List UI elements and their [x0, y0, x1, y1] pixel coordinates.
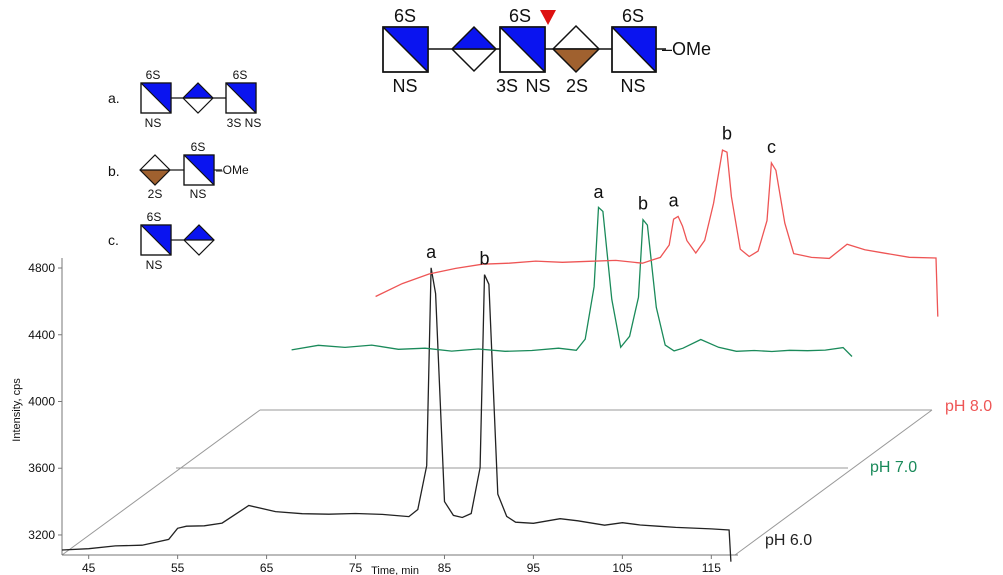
x-tick-label: 45 [82, 561, 96, 575]
iduronic-diamond-2 [551, 24, 601, 74]
y-tick-label: 4800 [28, 261, 55, 275]
main-bottom-label-1: NS [392, 76, 417, 96]
main-top-label-3: 6S [622, 6, 644, 26]
y-tick-label: 4000 [28, 394, 55, 408]
peak-label: b [638, 194, 648, 214]
peak-label: b [479, 249, 489, 269]
depth-edge-left [61, 409, 261, 556]
y-axis-ticks: 3200 3600 4000 4400 4800 [28, 261, 62, 542]
fragment-a-top-2: 6S [233, 68, 248, 82]
x-axis-title: Time, min [371, 565, 419, 575]
main-ome-label: –OMe [662, 39, 711, 59]
fragment-c-top-1: 6S [147, 210, 162, 224]
peak-label: a [426, 242, 437, 262]
axes [61, 258, 738, 556]
glycan-fragment-b: b. 6S 2S NS –OMe [108, 140, 249, 201]
cleavage-site-icon [540, 10, 556, 25]
fragment-b-bottom-2: NS [190, 187, 207, 201]
main-bottom-label-4: 2S [566, 76, 588, 96]
x-tick-label: 105 [612, 561, 632, 575]
y-axis-title: Intensity, cps [11, 378, 23, 442]
fragment-c-bottom-1: NS [146, 258, 163, 272]
main-top-label-2: 6S [509, 6, 531, 26]
main-bottom-label-2: 3S [496, 76, 518, 96]
peak-label: a [593, 182, 604, 202]
x-tick-label: 75 [349, 561, 363, 575]
fragment-a-bottom-2: 3S NS [227, 116, 262, 130]
x-tick-label: 95 [527, 561, 541, 575]
glycan-fragment-c: c. 6S NS [108, 210, 215, 272]
fragment-c-label: c. [108, 232, 119, 248]
x-tick-label: 85 [438, 561, 452, 575]
y-tick-label: 3600 [28, 461, 55, 475]
y-tick-label: 3200 [28, 528, 55, 542]
x-axis-ticks: 45 55 65 75 85 95 105 115 [82, 555, 721, 575]
series-line-ph-7.0 [291, 206, 853, 357]
x-tick-label: 115 [702, 561, 721, 575]
x-tick-label: 65 [260, 561, 274, 575]
main-bottom-label-3: NS [525, 76, 550, 96]
glcnac-square-2 [499, 26, 546, 73]
fragment-a-bottom-1: NS [145, 116, 162, 130]
series-layer [61, 149, 939, 562]
y-tick-label: 4400 [28, 328, 55, 342]
fragment-b-bottom-1: 2S [148, 187, 163, 201]
depth-planes [61, 409, 933, 556]
iduronic-diamond-1 [450, 25, 498, 73]
series-line-ph-8.0 [375, 149, 939, 317]
fragment-a-label: a. [108, 90, 120, 106]
series-name-ph-8.0: pH 8.0 [945, 398, 992, 415]
series-line-ph-6.0 [61, 267, 732, 562]
glycan-main [382, 24, 666, 74]
peak-label: b [722, 124, 732, 144]
x-tick-label: 55 [171, 561, 185, 575]
peak-label: c [767, 137, 776, 157]
fragment-a-top-1: 6S [146, 68, 161, 82]
glcnac-square-1 [382, 26, 429, 73]
fragment-b-ome: –OMe [216, 163, 249, 177]
peak-labels: a b a b a b c [426, 124, 776, 269]
fragment-b-label: b. [108, 163, 120, 179]
glycan-main-labels: 6S 6S 6S NS 3S NS 2S NS –OMe [392, 6, 711, 96]
series-name-ph-7.0: pH 7.0 [870, 459, 917, 476]
series-names: pH 6.0 pH 7.0 pH 8.0 [765, 398, 992, 549]
fragment-b-top-1: 6S [191, 140, 206, 154]
main-bottom-label-5: NS [620, 76, 645, 96]
glcnac-square-3 [611, 26, 657, 73]
peak-label: a [669, 190, 680, 210]
main-top-label-1: 6S [394, 6, 416, 26]
depth-edge-right [734, 409, 933, 556]
series-name-ph-6.0: pH 6.0 [765, 532, 812, 549]
glycan-fragment-a: a. 6S 6S NS 3S NS [108, 68, 261, 130]
